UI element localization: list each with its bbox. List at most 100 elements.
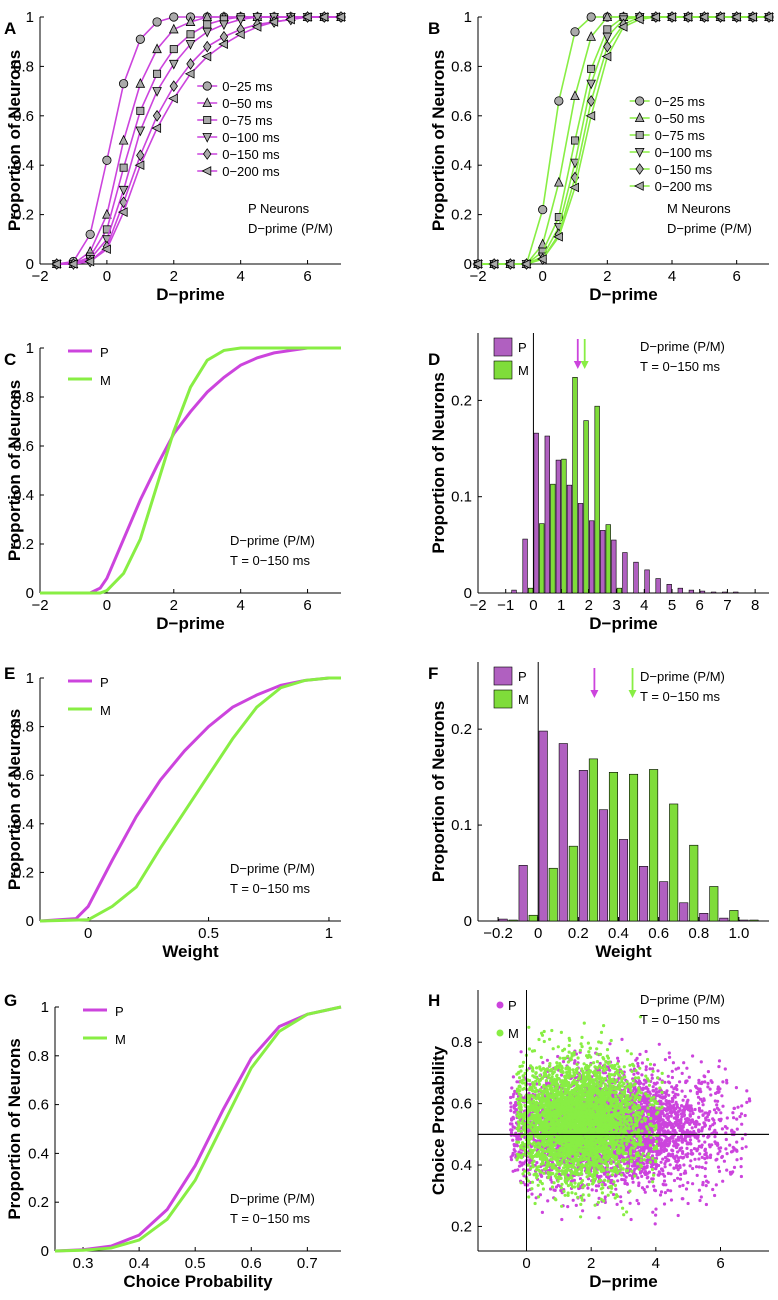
data-point-p <box>716 1085 720 1089</box>
data-point-p <box>643 1166 647 1170</box>
data-point-p <box>658 1172 662 1176</box>
data-point-p <box>700 1165 704 1169</box>
data-point-p <box>698 1198 702 1203</box>
x-tick-label: 0.6 <box>241 1255 262 1272</box>
data-point-p <box>721 1179 725 1183</box>
data-point-p <box>659 1099 663 1104</box>
annotation: T = 0−150 ms <box>230 881 310 896</box>
data-point-p <box>620 1037 624 1041</box>
data-point-p <box>645 1185 649 1189</box>
data-point-p <box>686 1098 690 1102</box>
data-point-p <box>659 1167 664 1171</box>
data-point-p <box>701 1180 705 1185</box>
data-point-p <box>689 1148 693 1153</box>
data-point-p <box>690 1119 694 1123</box>
data-point <box>601 51 612 62</box>
x-tick-label: 0.4 <box>608 925 629 942</box>
data-point-p <box>644 1068 648 1072</box>
y-tick-label: 1 <box>26 670 34 687</box>
data-point-p <box>703 1124 707 1128</box>
data-point-p <box>675 1105 680 1109</box>
data-point-p <box>509 1131 514 1135</box>
data-point-p <box>643 1086 648 1090</box>
x-tick-label: 7 <box>723 597 731 614</box>
data-point-p <box>642 1124 646 1128</box>
data-point-p <box>731 1145 735 1149</box>
data-point-p <box>670 1069 674 1073</box>
data-point-p <box>512 1104 516 1108</box>
data-point-p <box>519 1050 523 1054</box>
y-tick-label: 0 <box>26 585 34 602</box>
data-point-p <box>628 1201 632 1205</box>
x-axis-label: D−prime <box>589 1272 658 1291</box>
x-tick-label: 0.5 <box>185 1255 206 1272</box>
data-point-p <box>703 1174 707 1178</box>
x-tick-label: 4 <box>236 268 244 285</box>
x-tick-label: 4 <box>640 597 648 614</box>
data-point-p <box>699 1097 703 1101</box>
data-point-p <box>614 1187 618 1191</box>
data-point-p <box>709 1093 713 1097</box>
data-point-p <box>513 1089 517 1093</box>
data-point-p <box>688 1114 692 1118</box>
data-point-m <box>576 1056 580 1060</box>
legend-label: M <box>518 363 529 378</box>
data-point-p <box>644 1065 648 1069</box>
data-point <box>152 109 162 122</box>
data-point-p <box>707 1127 712 1131</box>
data-point-p <box>703 1080 707 1084</box>
legend-label: P <box>100 345 109 360</box>
x-tick-label: 3 <box>612 597 620 614</box>
data-point-m <box>550 1028 554 1033</box>
x-tick-label: 2 <box>170 268 178 285</box>
data-point-p <box>732 1106 736 1110</box>
data-point-p <box>590 1188 594 1192</box>
data-point-p <box>671 1061 676 1065</box>
series-5 <box>472 12 773 269</box>
data-point-p <box>623 1162 627 1166</box>
data-point-p <box>509 1155 513 1159</box>
data-point <box>569 182 579 193</box>
data-point-p <box>682 1163 686 1167</box>
data-point-p <box>681 1197 685 1201</box>
data-point-p <box>511 1138 515 1142</box>
data-point-p <box>661 1096 665 1100</box>
data-point-p <box>679 1112 684 1116</box>
annotation: T = 0−150 ms <box>640 359 720 374</box>
data-point-p <box>658 1193 663 1197</box>
data-point-p <box>715 1106 720 1110</box>
data-point-p <box>676 1176 680 1180</box>
y-tick-label: 1 <box>41 999 49 1016</box>
data-point <box>218 39 228 50</box>
data-point-p <box>687 1075 691 1079</box>
y-tick-label: 0 <box>41 1243 49 1260</box>
data-point-p <box>735 1117 739 1121</box>
data-point-p <box>650 1076 654 1080</box>
data-point-p <box>665 1112 669 1116</box>
x-tick-label: 0.8 <box>688 925 709 942</box>
data-point-p <box>691 1166 695 1171</box>
data-point-p <box>668 1081 672 1085</box>
x-tick-label: 6 <box>303 597 311 614</box>
data-point-p <box>708 1087 712 1091</box>
bar-p <box>511 589 517 594</box>
data-point-p <box>681 1109 685 1113</box>
x-tick-label: 2 <box>587 1255 595 1272</box>
data-point-p <box>697 1139 701 1143</box>
data-point <box>84 256 95 267</box>
y-tick-label: 0.4 <box>13 157 34 174</box>
data-point-p <box>573 1059 577 1063</box>
data-point <box>135 77 146 88</box>
legend-label: 0−75 ms <box>222 113 273 128</box>
data-point-p <box>634 1058 638 1062</box>
bar-p <box>555 459 561 594</box>
legend-label: P <box>115 1004 124 1019</box>
data-point-p <box>724 1147 728 1151</box>
bar-p <box>644 569 650 594</box>
x-tick-label: 0 <box>522 1255 530 1272</box>
annotation: D−prime (P/M) <box>230 861 315 876</box>
annotation: D−prime (P/M) <box>640 339 725 354</box>
data-point-p <box>639 1124 643 1128</box>
bar-p <box>677 587 683 594</box>
data-point-p <box>672 1107 676 1112</box>
